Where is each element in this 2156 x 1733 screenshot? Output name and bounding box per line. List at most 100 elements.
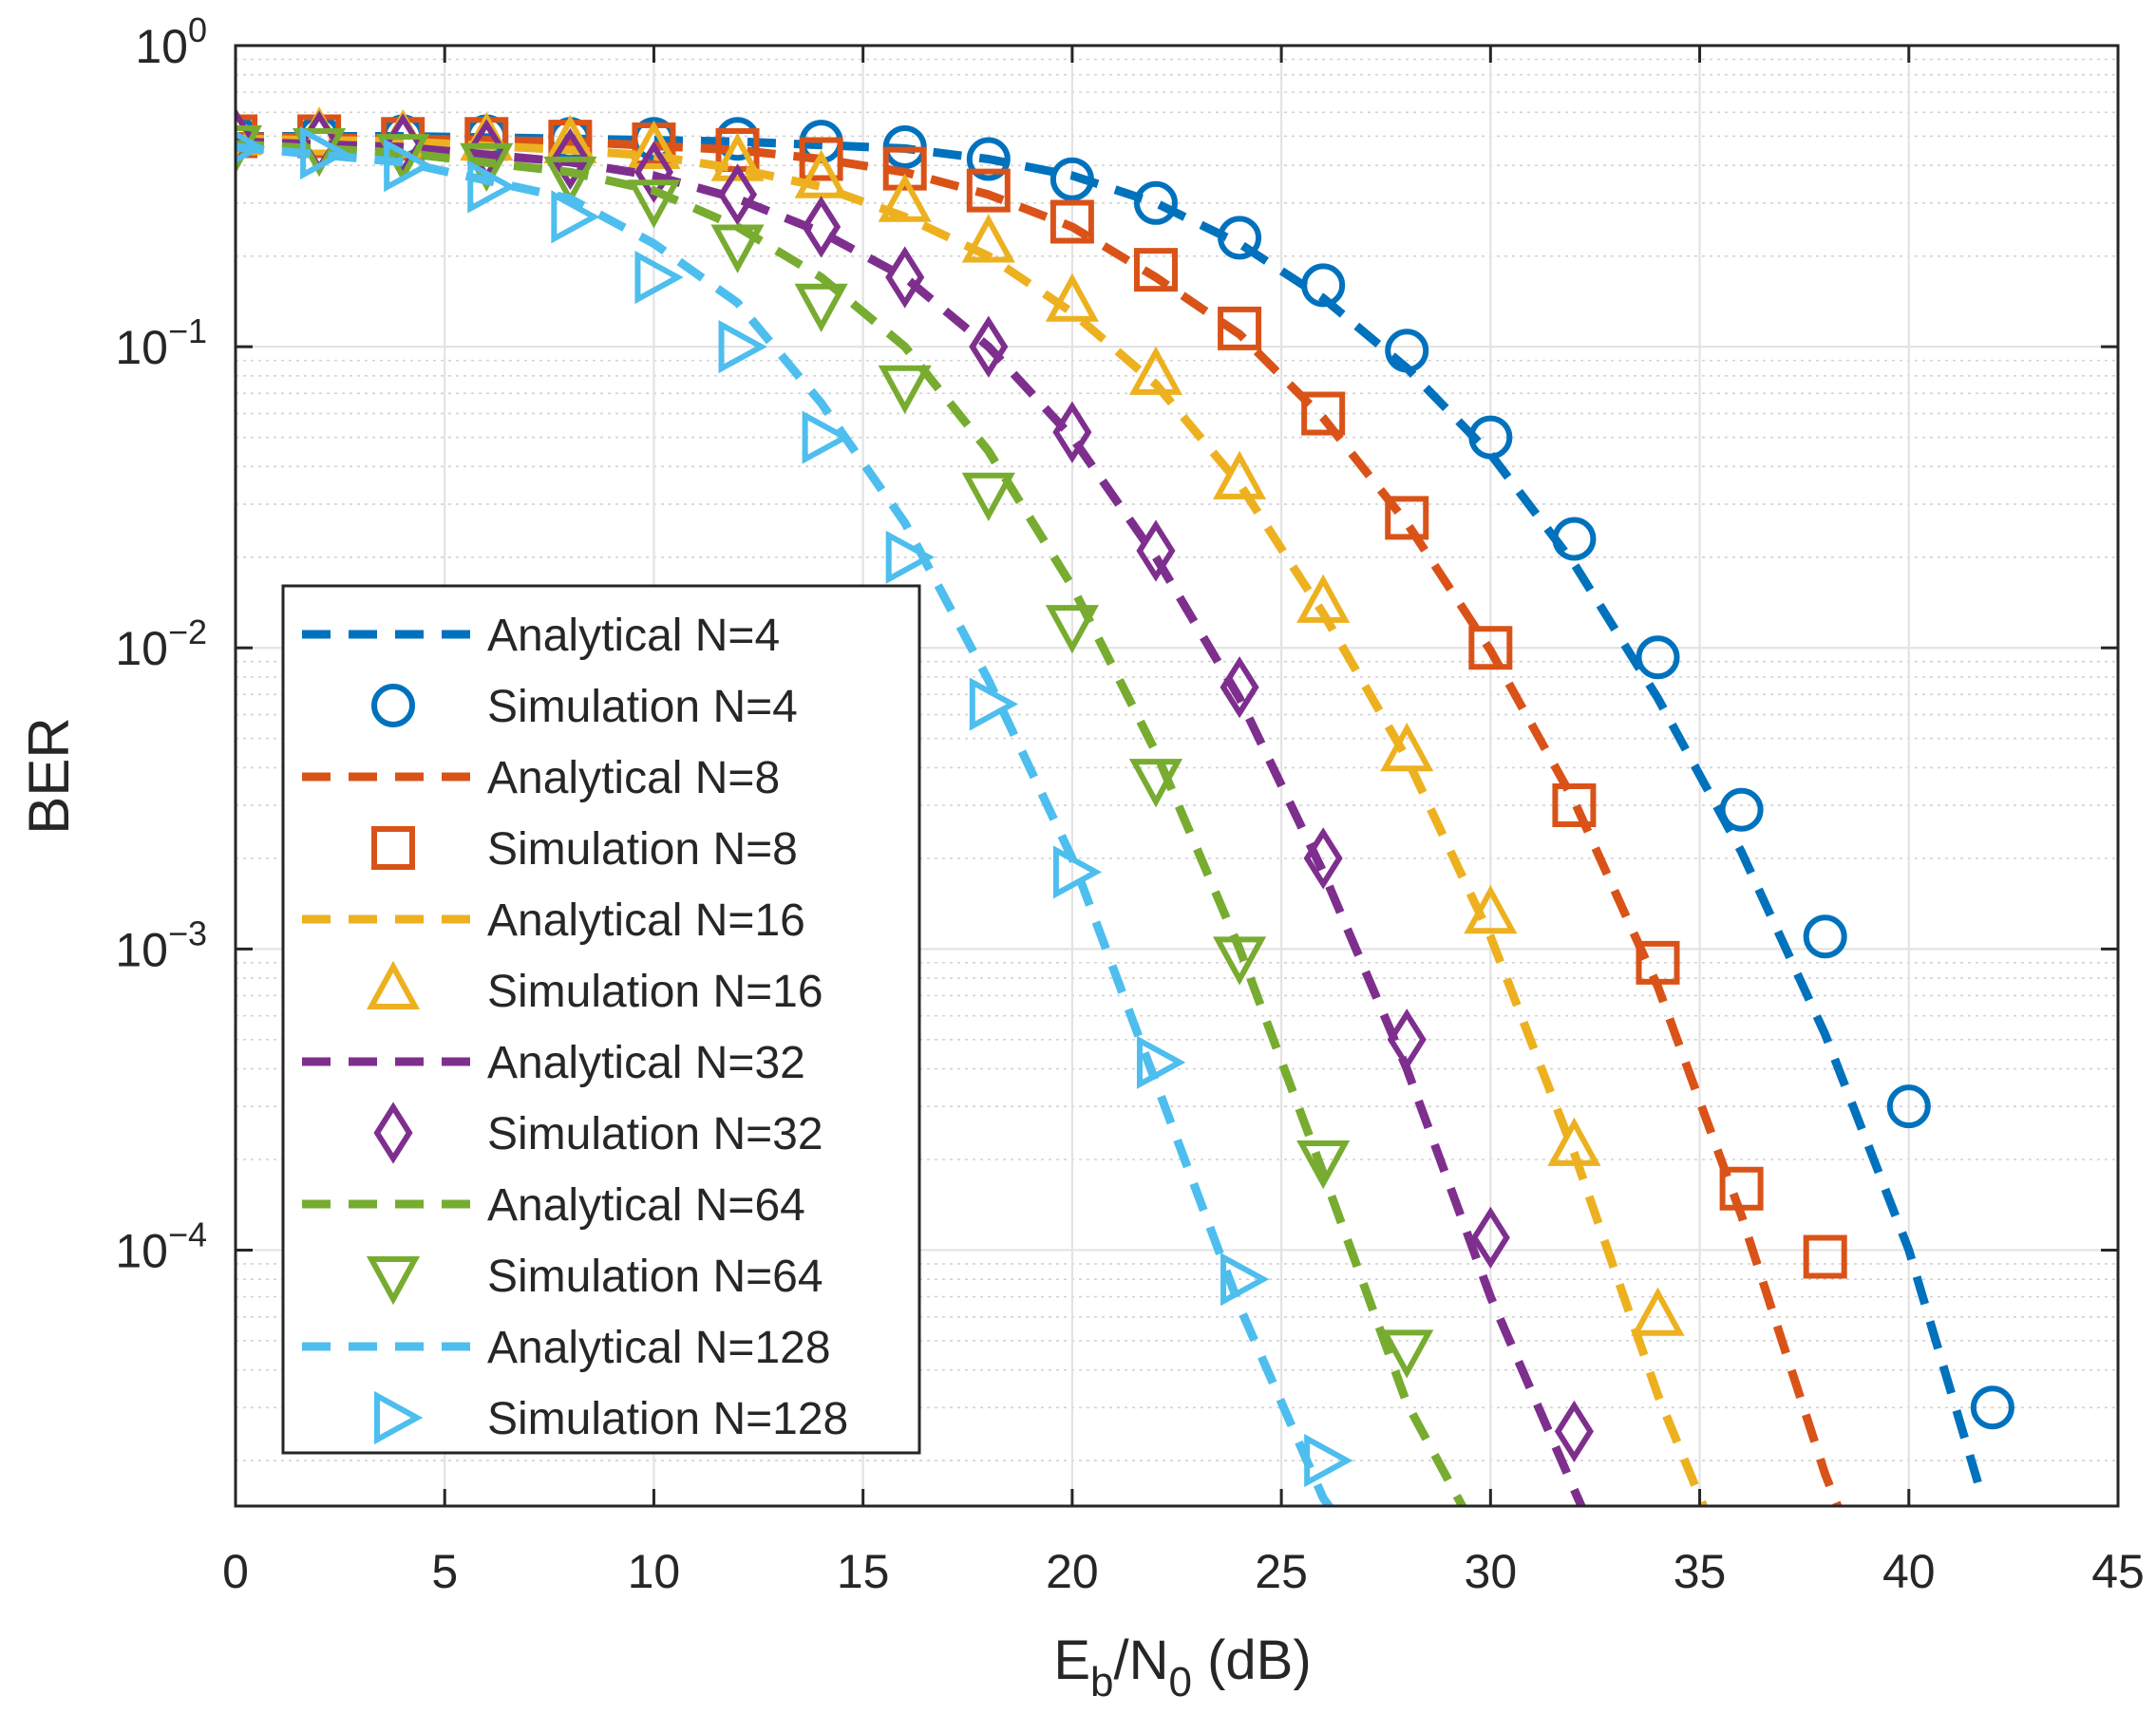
simulation-point-n16 xyxy=(1045,273,1099,322)
legend-label-analytical-n64: Analytical N=64 xyxy=(487,1180,805,1231)
series-64 xyxy=(236,124,1467,1506)
simulation-point-n4 xyxy=(1803,914,1847,959)
y-tick-label: 10−2 xyxy=(115,612,207,675)
simulation-point-n4 xyxy=(1468,415,1513,460)
simulation-point-n8 xyxy=(1636,940,1680,985)
legend-label-simulation-n64: Simulation N=64 xyxy=(487,1252,823,1302)
legend-marker-n64 xyxy=(366,1256,421,1306)
simulation-point-n16 xyxy=(710,132,765,181)
simulation-point-n8 xyxy=(966,168,1011,213)
simulation-point-n32 xyxy=(550,127,590,191)
simulation-point-n32 xyxy=(1136,519,1176,582)
simulation-point-n64 xyxy=(794,283,848,333)
y-tick-base: 10 xyxy=(115,923,168,976)
simulation-point-n4 xyxy=(1301,263,1346,308)
simulation-point-n8 xyxy=(1050,199,1094,244)
simulation-point-n128 xyxy=(300,126,350,180)
series-128 xyxy=(236,126,1353,1506)
simulation-point-n32 xyxy=(802,196,842,258)
legend-label-analytical-n8: Analytical N=8 xyxy=(487,753,780,803)
y-axis-label: BER xyxy=(17,717,81,834)
legend-label-analytical-n4: Analytical N=4 xyxy=(487,611,780,661)
x-tick-label: 0 xyxy=(222,1545,249,1598)
simulation-point-n16 xyxy=(1380,722,1434,772)
y-tick-label: 10−3 xyxy=(115,914,207,976)
x-axis-label-sub1: b xyxy=(1090,1659,1113,1705)
simulation-point-n64 xyxy=(878,365,932,414)
analytical-line-n4 xyxy=(236,132,1985,1492)
simulation-point-n64 xyxy=(961,472,1015,522)
simulation-point-n8 xyxy=(1803,1234,1847,1279)
legend-label-analytical-n32: Analytical N=32 xyxy=(487,1038,805,1088)
simulation-point-n16 xyxy=(1128,346,1183,395)
x-tick-label: 15 xyxy=(837,1545,890,1598)
simulation-point-n4 xyxy=(1133,180,1178,225)
legend-box xyxy=(281,584,921,1455)
x-tick-label: 45 xyxy=(2091,1545,2145,1598)
simulation-point-n8 xyxy=(236,114,257,159)
series-layer xyxy=(236,106,2014,1506)
y-tick-base: 10 xyxy=(115,622,168,675)
legend-label-simulation-n4: Simulation N=4 xyxy=(487,682,798,732)
y-tick-exponent: −2 xyxy=(168,612,207,651)
simulation-point-n128 xyxy=(1052,845,1103,899)
simulation-point-n128 xyxy=(885,530,935,584)
legend-label-analytical-n16: Analytical N=16 xyxy=(487,895,805,946)
simulation-point-n64 xyxy=(1213,936,1267,986)
simulation-point-n64 xyxy=(1128,759,1183,808)
simulation-point-n8 xyxy=(1468,626,1513,670)
simulation-point-n4 xyxy=(1719,787,1764,832)
simulation-point-n128 xyxy=(1136,1035,1186,1089)
x-tick-label: 40 xyxy=(1882,1545,1936,1598)
simulation-point-n8 xyxy=(882,146,927,191)
simulation-point-n128 xyxy=(1304,1434,1353,1488)
simulation-point-n4 xyxy=(1886,1084,1931,1129)
axis-ticks xyxy=(234,44,2120,1506)
simulation-point-n4 xyxy=(1385,329,1429,373)
y-tick-exponent: −1 xyxy=(168,311,207,350)
simulation-point-n16 xyxy=(794,149,848,198)
simulation-point-n128 xyxy=(236,130,266,164)
simulation-point-n16 xyxy=(1464,884,1518,934)
x-tick-label: 20 xyxy=(1046,1545,1099,1598)
y-tick-base: 10 xyxy=(115,321,168,374)
simulation-point-n32 xyxy=(1554,1400,1594,1463)
legend-label-simulation-n16: Simulation N=16 xyxy=(487,967,823,1017)
simulation-point-n32 xyxy=(1303,827,1343,890)
simulation-point-n16 xyxy=(1547,1117,1601,1166)
y-tick-base: 10 xyxy=(135,20,188,73)
simulation-point-n32 xyxy=(717,163,758,226)
simulation-point-n128 xyxy=(634,250,684,305)
x-tick-label: 35 xyxy=(1674,1545,1727,1598)
simulation-point-n128 xyxy=(802,410,851,464)
y-tick-exponent: 0 xyxy=(188,10,207,49)
analytical-line-n128 xyxy=(236,142,1334,1506)
analytical-line-n8 xyxy=(236,132,1843,1506)
simulation-point-n32 xyxy=(1220,656,1259,719)
legend-marker-n32 xyxy=(373,1102,413,1164)
simulation-point-n16 xyxy=(878,173,932,222)
x-axis-label-mid: /N xyxy=(1114,1629,1169,1691)
simulation-point-n32 xyxy=(969,315,1009,378)
legend-label-simulation-n32: Simulation N=32 xyxy=(487,1109,823,1159)
x-tick-label: 10 xyxy=(628,1545,681,1598)
simulation-point-n8 xyxy=(1218,306,1262,350)
legend-marker-n16 xyxy=(366,960,421,1009)
simulation-point-n32 xyxy=(634,141,673,203)
analytical-line-n32 xyxy=(236,137,1586,1506)
y-tick-label: 10−4 xyxy=(115,1215,207,1277)
plot-frame xyxy=(234,44,2120,1508)
y-tick-base: 10 xyxy=(115,1224,168,1277)
x-axis-label-sub2: 0 xyxy=(1169,1659,1192,1705)
simulation-point-n32 xyxy=(885,246,925,309)
simulation-point-n16 xyxy=(1296,574,1351,623)
x-tick-label: 25 xyxy=(1255,1545,1308,1598)
simulation-point-n16 xyxy=(961,214,1015,263)
simulation-point-n4 xyxy=(1218,216,1262,260)
simulation-point-n64 xyxy=(1296,1140,1351,1190)
simulation-point-n4 xyxy=(1050,157,1094,201)
x-axis-label-tail: (dB) xyxy=(1192,1629,1312,1691)
y-tick-label: 10−1 xyxy=(115,311,207,374)
